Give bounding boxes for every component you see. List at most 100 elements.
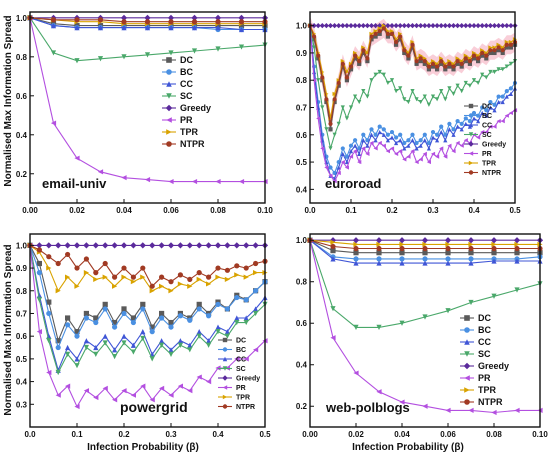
data-point-CC	[102, 333, 108, 339]
data-point-PR	[243, 356, 249, 362]
data-point-Greedy	[45, 242, 52, 249]
data-point-PR	[373, 146, 378, 151]
data-point-NTPR	[121, 265, 127, 271]
data-point-CC	[168, 24, 174, 31]
data-point-BC	[422, 132, 427, 137]
data-point-TPR	[491, 241, 497, 247]
data-point-PR	[430, 151, 436, 156]
legend-label-Greedy: Greedy	[482, 141, 506, 148]
data-point-SC	[121, 54, 127, 60]
data-point-BC	[455, 119, 460, 124]
data-point-Greedy	[389, 23, 395, 29]
data-point-NTPR	[430, 61, 436, 66]
data-point-BC	[121, 310, 127, 317]
data-point-CC	[168, 347, 174, 353]
data-point-NTPR	[500, 48, 505, 53]
data-point-PR	[238, 178, 245, 185]
data-point-Greedy	[393, 23, 399, 29]
data-point-DC	[385, 34, 390, 39]
data-point-DC	[471, 56, 477, 61]
data-point-CC	[398, 138, 403, 143]
x-tick-label: 0.08	[210, 206, 226, 215]
data-point-SC	[385, 80, 390, 86]
data-point-Greedy	[444, 237, 452, 244]
data-point-NTPR	[443, 64, 448, 69]
legend-marker-DC	[464, 315, 470, 321]
data-point-SC	[324, 127, 329, 132]
data-point-PR	[476, 135, 481, 140]
data-point-Greedy	[418, 23, 424, 29]
legend-marker-CC	[468, 122, 474, 128]
legend-label-BC: BC	[482, 113, 492, 120]
data-point-Greedy	[139, 242, 146, 249]
data-point-BC	[55, 344, 61, 351]
panel-email-univ: 0.00 0.02 0.04 0.06 0.08 0.10 0.2 0.4 0.6 0.8 1.0 e…	[16, 11, 273, 215]
data-point-NTPR	[102, 260, 108, 267]
data-point-NTPR	[422, 59, 427, 64]
legend-marker-TPR	[464, 387, 470, 393]
data-point-CC	[414, 146, 419, 151]
data-point-Greedy	[422, 23, 428, 29]
data-point-TPR	[215, 274, 221, 280]
data-point-CC	[447, 127, 452, 132]
data-point-NTPR	[402, 48, 407, 53]
data-point-TPR	[224, 276, 230, 283]
data-point-PR	[422, 151, 427, 156]
data-point-SC	[336, 121, 341, 126]
data-point-BC	[365, 138, 370, 143]
y-tick-label: 0.8	[296, 76, 308, 85]
data-point-NTPR	[93, 270, 99, 276]
y-tick-label: 0.8	[296, 278, 308, 287]
data-point-NTPR	[373, 31, 378, 36]
data-point-CC	[406, 143, 411, 148]
y-tick-label: 0.7	[16, 309, 28, 318]
data-point-NTPR	[410, 42, 415, 47]
data-point-NTPR	[238, 19, 245, 25]
legend-marker-Greedy	[463, 362, 471, 370]
data-point-BC	[177, 313, 183, 319]
data-point-SC	[46, 338, 52, 344]
data-point-CC	[224, 329, 230, 335]
legend-marker-PR	[464, 375, 470, 381]
data-point-BC	[196, 306, 202, 312]
data-point-BC	[480, 105, 485, 110]
data-point-PR	[206, 378, 212, 385]
x-tick-label: 0.1	[345, 206, 357, 215]
data-point-PR	[369, 140, 374, 146]
data-point-Greedy	[438, 23, 444, 29]
data-point-TPR	[121, 274, 127, 280]
data-point-BC	[447, 121, 452, 126]
data-point-NTPR	[65, 251, 71, 258]
data-point-CC	[455, 124, 460, 129]
data-point-NTPR	[130, 274, 136, 280]
data-point-Greedy	[340, 23, 346, 29]
data-point-NTPR	[344, 75, 349, 80]
data-point-TPR	[149, 288, 155, 294]
data-point-DC	[422, 250, 428, 256]
legend-label-CC: CC	[478, 337, 491, 347]
data-point-BC	[159, 315, 165, 321]
data-point-CC	[140, 329, 146, 335]
x-tick-label: 0.00	[22, 206, 38, 215]
legend-marker-TPR	[166, 129, 172, 135]
data-point-SC	[177, 342, 183, 348]
data-point-TPR	[159, 283, 165, 289]
legend-marker-BC	[464, 327, 470, 333]
data-point-Greedy	[496, 23, 502, 29]
legend-label-TPR: TPR	[236, 394, 250, 401]
data-point-Greedy	[83, 242, 90, 249]
data-point-NTPR	[361, 48, 366, 53]
data-point-CC	[93, 344, 99, 351]
data-point-SC	[140, 335, 146, 342]
data-point-SC	[476, 80, 481, 86]
data-point-Greedy	[385, 23, 391, 29]
data-point-PR	[377, 140, 382, 146]
data-point-NTPR	[215, 19, 221, 25]
data-point-SC	[491, 293, 497, 299]
data-point-NTPR	[320, 75, 325, 80]
data-point-PR	[439, 146, 444, 151]
y-tick-label: 1.0	[16, 14, 28, 23]
data-point-Greedy	[158, 242, 165, 249]
data-point-NTPR	[224, 267, 230, 273]
